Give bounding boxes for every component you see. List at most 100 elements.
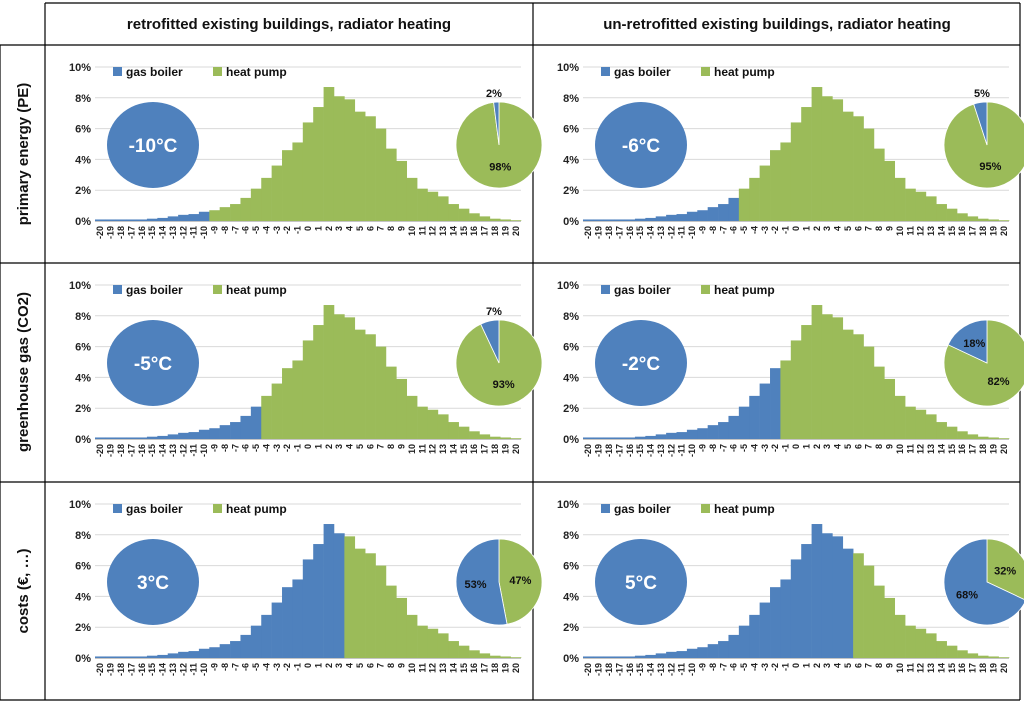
- y-tick-label: 0%: [563, 653, 579, 665]
- pie-slice-gas-boiler: [493, 101, 500, 146]
- x-tick-label: -18: [604, 444, 614, 457]
- y-tick-label: 10%: [557, 499, 579, 511]
- histogram-bar: [863, 128, 875, 221]
- x-tick-label: 16: [957, 226, 967, 236]
- y-tick-label: 6%: [75, 342, 91, 354]
- x-tick-label: -2: [282, 444, 292, 452]
- histogram-bar: [105, 437, 117, 439]
- x-tick-label: 13: [438, 226, 448, 236]
- histogram-bar: [790, 559, 802, 658]
- histogram-bar: [666, 651, 677, 658]
- histogram-bar: [375, 128, 387, 221]
- histogram-bar: [811, 305, 823, 439]
- histogram-bar: [105, 656, 117, 658]
- histogram-bar: [365, 116, 376, 221]
- histogram-bar: [780, 360, 792, 439]
- y-tick-label: 8%: [563, 530, 579, 542]
- x-tick-label: -14: [158, 226, 168, 239]
- histogram-bar: [925, 196, 937, 221]
- x-tick-label: -11: [677, 444, 687, 457]
- histogram-bar: [469, 213, 480, 221]
- x-tick-label: 6: [853, 663, 863, 668]
- histogram-bar: [469, 431, 480, 439]
- histogram-bar: [998, 220, 1010, 221]
- histogram-bar: [676, 214, 688, 221]
- legend-swatch-heat-pump: [701, 67, 710, 76]
- histogram-bar: [645, 217, 657, 221]
- x-tick-label: -9: [210, 444, 220, 452]
- x-tick-label: -12: [666, 444, 676, 457]
- x-tick-label: -9: [210, 226, 220, 234]
- histogram-bar: [873, 366, 885, 439]
- histogram-bar: [219, 207, 231, 221]
- histogram-bar: [583, 656, 594, 658]
- histogram-bar: [853, 553, 864, 658]
- x-tick-label: -1: [293, 226, 303, 234]
- y-tick-label: 4%: [75, 154, 91, 166]
- x-tick-label: 11: [905, 226, 915, 236]
- threshold-label: 5°C: [625, 573, 657, 594]
- histogram-bar: [209, 428, 220, 439]
- histogram-bar: [770, 368, 781, 439]
- histogram-bar: [448, 204, 459, 221]
- legend-swatch-gas-boiler: [113, 504, 122, 513]
- y-tick-label: 6%: [563, 124, 579, 136]
- threshold-circle: [595, 320, 687, 406]
- y-tick-label: 2%: [563, 403, 579, 415]
- histogram-bar: [593, 219, 605, 221]
- x-tick-label: -12: [178, 226, 188, 239]
- histogram-bar: [614, 656, 625, 658]
- x-tick-label: 7: [864, 444, 874, 449]
- legend-swatch-heat-pump: [701, 285, 710, 294]
- x-tick-label: 19: [988, 226, 998, 236]
- x-tick-label: -14: [158, 663, 168, 676]
- histogram-bar: [323, 524, 335, 658]
- x-tick-label: 4: [833, 226, 843, 231]
- x-tick-label: 0: [791, 444, 801, 449]
- x-tick-label: 15: [947, 226, 957, 236]
- x-tick-label: 18: [490, 444, 500, 454]
- x-tick-label: 8: [874, 663, 884, 668]
- histogram-bar: [614, 219, 625, 221]
- histogram-bar: [333, 96, 345, 221]
- x-tick-label: 3: [334, 444, 344, 449]
- histogram-bar: [261, 177, 272, 221]
- histogram-bar: [105, 219, 117, 221]
- x-tick-label: -5: [739, 226, 749, 234]
- histogram-bar: [240, 197, 252, 221]
- y-tick-label: 8%: [75, 93, 91, 105]
- x-tick-label: -11: [677, 226, 687, 239]
- x-tick-label: 9: [397, 444, 407, 449]
- x-tick-label: 20: [511, 444, 521, 454]
- histogram-bar: [998, 438, 1010, 439]
- histogram-bar: [707, 644, 719, 658]
- x-tick-label: -2: [770, 663, 780, 671]
- x-tick-label: -19: [594, 444, 604, 457]
- panel-3: 0%2%4%6%8%10%-20 -19 -18 -17 -16 -15 -14 -13 -12…: [557, 280, 1024, 457]
- histogram-bar: [510, 438, 522, 439]
- histogram-bar: [780, 579, 792, 658]
- pie-label-heat-pump: 47%: [509, 575, 531, 587]
- legend-swatch-heat-pump: [213, 504, 222, 513]
- histogram-bar: [884, 597, 896, 658]
- histogram-bar: [209, 647, 220, 658]
- x-tick-label: 17: [480, 663, 490, 673]
- x-tick-label: 14: [449, 663, 459, 673]
- histogram-bar: [292, 579, 304, 658]
- x-tick-label: -9: [210, 663, 220, 671]
- histogram-bar: [873, 148, 885, 221]
- x-tick-label: -15: [635, 444, 645, 457]
- x-tick-label: 20: [511, 226, 521, 236]
- histogram-bar: [832, 536, 844, 658]
- threshold-label: -10°C: [129, 136, 178, 157]
- x-tick-label: 9: [397, 663, 407, 668]
- pie-label-heat-pump: 32%: [994, 566, 1016, 578]
- x-tick-label: -12: [666, 663, 676, 676]
- legend-swatch-gas-boiler: [601, 67, 610, 76]
- panel-5: 0%2%4%6%8%10%-20 -19 -18 -17 -16 -15 -14 -13 -12…: [557, 499, 1024, 676]
- x-tick-label: 2: [812, 226, 822, 231]
- x-tick-label: 10: [895, 663, 905, 673]
- histogram-bar: [655, 434, 667, 439]
- x-tick-label: -12: [666, 226, 676, 239]
- x-tick-label: 11: [417, 444, 427, 454]
